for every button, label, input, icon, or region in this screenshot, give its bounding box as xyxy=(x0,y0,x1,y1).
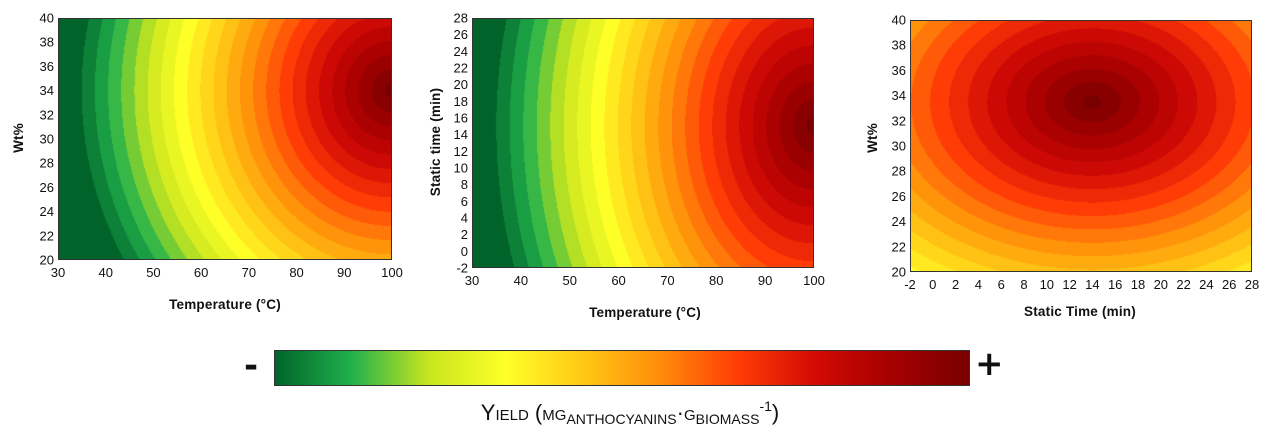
y-tick-label: 34 xyxy=(40,83,54,98)
x-tick-label: 28 xyxy=(1245,277,1259,292)
x-tick-label: 100 xyxy=(803,273,825,288)
y-tick-label: 22 xyxy=(892,239,906,254)
x-tick-label: 40 xyxy=(98,265,112,280)
colorbar-min-symbol: - xyxy=(244,346,259,386)
x-tick-label: 24 xyxy=(1199,277,1213,292)
x-tick-label: 0 xyxy=(929,277,936,292)
x-tick-label: 22 xyxy=(1176,277,1190,292)
y-tick-label: 32 xyxy=(892,113,906,128)
y-tick-label: 0 xyxy=(461,244,468,259)
x-tick-label: 30 xyxy=(465,273,479,288)
y-tick-label: -2 xyxy=(456,261,468,276)
chart-panel-static-time-wt: -2 0 2 4 6 8 10 12 14 16 18 20 22 24 26 28 20 22 24 26 28 30 3… xyxy=(840,0,1261,330)
x-tick-label: 20 xyxy=(1154,277,1168,292)
y-tick-label: 22 xyxy=(40,228,54,243)
x-tick-label: 50 xyxy=(562,273,576,288)
y-tick-label: 30 xyxy=(40,132,54,147)
y-tick-label: 26 xyxy=(40,180,54,195)
y-tick-label: 30 xyxy=(892,139,906,154)
y-axis-label-1: Wt% xyxy=(11,123,26,153)
y-tick-label: 18 xyxy=(454,94,468,109)
y-tick-label: 32 xyxy=(40,107,54,122)
x-axis-label-1: Temperature (°C) xyxy=(160,297,290,312)
y-tick-label: 8 xyxy=(461,177,468,192)
x-tick-label: 4 xyxy=(975,277,982,292)
y-tick-label: 2 xyxy=(461,227,468,242)
x-axis-label-2: Temperature (°C) xyxy=(589,305,701,320)
y-tick-label: 20 xyxy=(454,77,468,92)
y-tick-label: 26 xyxy=(454,27,468,42)
axes-1: 30 40 50 60 70 80 90 100 20 22 24 26 28 30 32 34 36 38 40 xyxy=(40,11,403,281)
x-tick-label: 60 xyxy=(611,273,625,288)
x-tick-label: 26 xyxy=(1222,277,1236,292)
y-axis-label-2: Static time (min) xyxy=(428,87,443,197)
contour-surface-1 xyxy=(58,18,392,260)
colorbar-label: YIELD (MGANTHOCYANINS·GBIOMASS-1) xyxy=(480,398,780,427)
x-tick-label: 100 xyxy=(381,265,403,280)
y-tick-label: 28 xyxy=(40,156,54,171)
y-tick-label: 24 xyxy=(454,44,468,59)
x-tick-label: 80 xyxy=(709,273,723,288)
y-tick-label: 14 xyxy=(454,127,468,142)
x-tick-label: 10 xyxy=(1040,277,1054,292)
y-tick-label: 38 xyxy=(40,35,54,50)
y-tick-label: 6 xyxy=(461,194,468,209)
y-tick-label: 12 xyxy=(454,144,468,159)
x-tick-label: 16 xyxy=(1108,277,1122,292)
y-tick-label: 40 xyxy=(40,11,54,26)
plot-frame-3 xyxy=(910,20,1252,272)
y-tick-label: 16 xyxy=(454,111,468,126)
x-tick-label: -2 xyxy=(904,277,916,292)
chart-panel-temperature-static-time: 30 40 50 60 70 80 90 100 -2 0 2 4 6 8 10 12 14 16 18 20 22 24… xyxy=(420,0,840,330)
y-tick-label: 36 xyxy=(892,63,906,78)
x-tick-label: 18 xyxy=(1131,277,1145,292)
y-tick-label: 22 xyxy=(454,61,468,76)
axes-3: -2 0 2 4 6 8 10 12 14 16 18 20 22 24 26 282022242628303… xyxy=(892,13,1260,293)
y-tick-label: 24 xyxy=(40,204,54,219)
y-tick-label: 4 xyxy=(461,211,468,226)
contour-surface-3 xyxy=(910,20,1252,272)
chart-panel-temperature-wt: 30 40 50 60 70 80 90 100 20 22 24 26 28 30 32 34 36 38 40 … xyxy=(0,0,420,330)
x-tick-label: 90 xyxy=(758,273,772,288)
x-tick-label: 40 xyxy=(514,273,528,288)
contour-surface-2 xyxy=(472,18,814,268)
x-tick-label: 70 xyxy=(242,265,256,280)
y-tick-label: 24 xyxy=(892,214,906,229)
y-tick-label: 20 xyxy=(892,265,906,280)
plot-frame-2 xyxy=(472,18,814,268)
plot-frame-1 xyxy=(58,18,392,260)
x-tick-label: 12 xyxy=(1062,277,1076,292)
y-tick-label: 38 xyxy=(892,38,906,53)
x-tick-label: 90 xyxy=(337,265,351,280)
y-tick-label: 28 xyxy=(454,11,468,26)
x-tick-label: 8 xyxy=(1020,277,1027,292)
y-tick-label: 40 xyxy=(892,13,906,28)
x-tick-label: 70 xyxy=(660,273,674,288)
x-tick-label: 60 xyxy=(194,265,208,280)
x-axis-label-1-text: Temperature (°C) xyxy=(169,297,281,312)
colorbar-max-symbol: + xyxy=(975,344,1004,384)
axes-2: 30 40 50 60 70 80 90 100-2024681012141618202224… xyxy=(454,11,825,289)
x-tick-label: 14 xyxy=(1085,277,1099,292)
x-tick-label: 6 xyxy=(998,277,1005,292)
x-tick-label: 30 xyxy=(51,265,65,280)
y-tick-label: 34 xyxy=(892,88,906,103)
y-tick-label: 20 xyxy=(40,253,54,268)
x-tick-label: 50 xyxy=(146,265,160,280)
x-tick-label: 2 xyxy=(952,277,959,292)
y-axis-label-3: Wt% xyxy=(865,123,880,153)
y-tick-label: 10 xyxy=(454,161,468,176)
x-tick-label: 80 xyxy=(289,265,303,280)
y-tick-label: 28 xyxy=(892,164,906,179)
colorbar xyxy=(274,350,970,386)
y-tick-label: 36 xyxy=(40,59,54,74)
x-axis-label-3: Static Time (min) xyxy=(1024,304,1136,319)
y-tick-label: 26 xyxy=(892,189,906,204)
